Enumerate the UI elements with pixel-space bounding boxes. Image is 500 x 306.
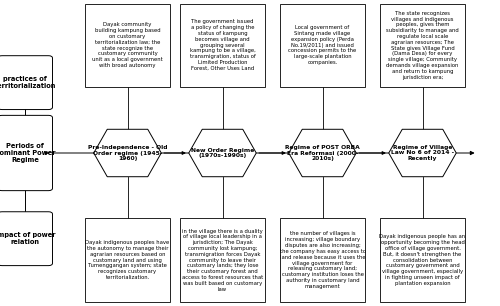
- FancyBboxPatch shape: [380, 218, 465, 302]
- FancyBboxPatch shape: [280, 4, 365, 87]
- Text: Pre-Independence - Old
Order regime (1945-
1960): Pre-Independence - Old Order regime (194…: [88, 145, 167, 161]
- Text: Periods of
Dominant Power
Regime: Periods of Dominant Power Regime: [0, 143, 56, 163]
- Text: practices of
territorialization: practices of territorialization: [0, 76, 56, 89]
- Text: Regime of Village
Law No 6 of 2014 -
Recently: Regime of Village Law No 6 of 2014 - Rec…: [391, 145, 454, 161]
- Text: in the village there is a duality
of village local leadership in a
jurisdiction;: in the village there is a duality of vil…: [182, 229, 263, 292]
- Polygon shape: [389, 129, 456, 177]
- Text: the number of villages is
increasing; village boundary
disputes are also increas: the number of villages is increasing; vi…: [280, 232, 366, 289]
- FancyBboxPatch shape: [0, 212, 52, 266]
- FancyBboxPatch shape: [0, 115, 52, 191]
- FancyBboxPatch shape: [180, 4, 265, 87]
- Polygon shape: [94, 129, 161, 177]
- Text: Local government of
Sintang made village
expansion policy (Perda
No.19/2011) and: Local government of Sintang made village…: [288, 25, 356, 65]
- Text: New Order Regime
(1970s-1990s): New Order Regime (1970s-1990s): [191, 147, 254, 159]
- FancyBboxPatch shape: [280, 218, 365, 302]
- Text: Regime of POST ORBA
Era Reformasi (2000-
2010s): Regime of POST ORBA Era Reformasi (2000-…: [285, 145, 360, 161]
- Text: Impact of power
relation: Impact of power relation: [0, 232, 56, 245]
- Polygon shape: [189, 129, 256, 177]
- Text: The government issued
a policy of changing the
status of kampung
becomes village: The government issued a policy of changi…: [190, 20, 256, 71]
- FancyBboxPatch shape: [0, 56, 52, 110]
- FancyBboxPatch shape: [85, 218, 170, 302]
- FancyBboxPatch shape: [180, 218, 265, 302]
- Text: Dayak indigenous people has an
opportunity becoming the head
office of village g: Dayak indigenous people has an opportuni…: [380, 234, 466, 286]
- Text: The state recognizes
villages and indigenous
peoples, gives them
subsidiarity to: The state recognizes villages and indige…: [386, 11, 459, 80]
- FancyBboxPatch shape: [85, 4, 170, 87]
- Polygon shape: [289, 129, 356, 177]
- FancyBboxPatch shape: [380, 4, 465, 87]
- Text: Dayak community
building kampung based
on customary
territorialization law; the
: Dayak community building kampung based o…: [92, 22, 163, 68]
- Text: Dayak indigenous peoples have
the autonomy to manage their
agrarian resources ba: Dayak indigenous peoples have the autono…: [86, 240, 170, 280]
